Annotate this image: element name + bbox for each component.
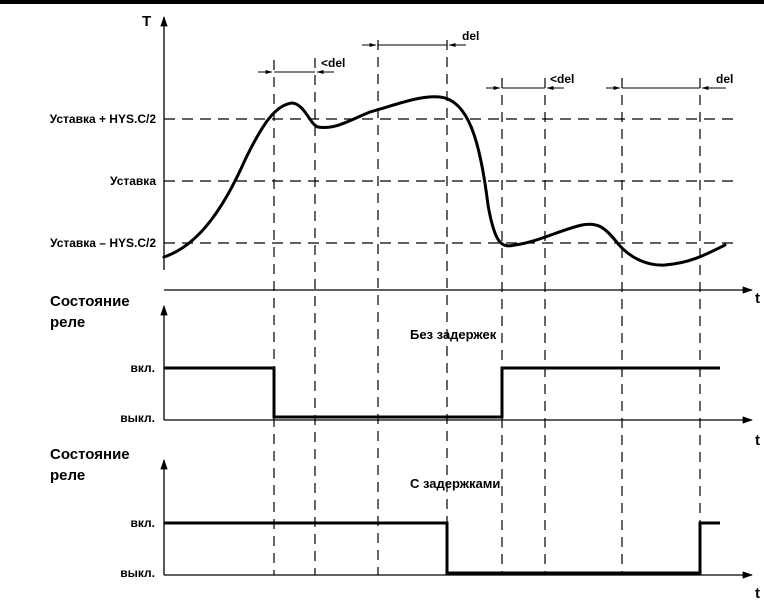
relay-state-label-2a: Состояние (50, 446, 130, 463)
event-lines (273, 40, 701, 575)
lower-level-label: Уставка – HYS.C/2 (50, 236, 156, 250)
top-border-rule (0, 0, 764, 4)
delay-label-3: <del (550, 72, 574, 86)
off-label-1: выкл. (120, 411, 155, 425)
upper-level-label: Уставка + HYS.C/2 (50, 112, 157, 126)
temperature-axis-label: T (142, 13, 151, 30)
delay-label-2: del (462, 29, 479, 43)
relay-state-label-1a: Состояние (50, 293, 130, 310)
relay-state-label-1b: реле (50, 314, 85, 331)
on-label-1: вкл. (131, 361, 156, 375)
on-label-2: вкл. (131, 516, 156, 530)
temperature-curve (162, 95, 727, 267)
temperature-panel: T t Уставка + HYS.C/2 Уставка Уставка – … (50, 13, 760, 307)
relay-caption-1: Без задержек (410, 327, 497, 342)
time-axis-label-top: t (755, 290, 760, 307)
relay-signal-with-delay (164, 521, 720, 575)
delay-label-1: <del (321, 56, 345, 70)
relay-caption-2: С задержками (410, 476, 500, 491)
relay-signal-no-delay (164, 366, 720, 419)
time-axis-label-middle: t (755, 432, 760, 449)
delay-markers: <del del <del del (258, 29, 733, 91)
relay-state-label-2b: реле (50, 467, 85, 484)
delay-label-4: del (716, 72, 733, 86)
time-axis-label-bottom: t (755, 585, 760, 602)
relay-panel-with-delay: Состояние реле t С задержками вкл. выкл. (50, 446, 760, 602)
setpoint-label: Уставка (110, 174, 156, 188)
relay-panel-no-delay: Состояние реле t Без задержек вкл. выкл. (50, 293, 760, 449)
off-label-2: выкл. (120, 566, 155, 580)
